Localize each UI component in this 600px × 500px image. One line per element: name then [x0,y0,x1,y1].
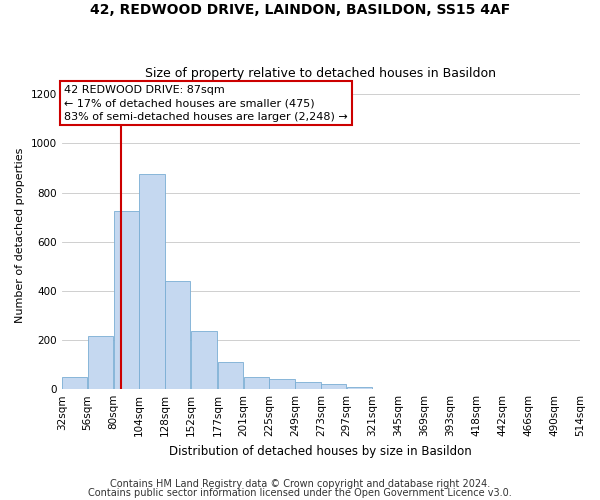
Bar [218,362,243,389]
Text: Contains HM Land Registry data © Crown copyright and database right 2024.: Contains HM Land Registry data © Crown c… [110,479,490,489]
Text: 42 REDWOOD DRIVE: 87sqm
← 17% of detached houses are smaller (475)
83% of semi-d: 42 REDWOOD DRIVE: 87sqm ← 17% of detache… [64,85,348,122]
Bar [165,281,190,389]
Bar [191,332,217,389]
Bar [139,174,164,389]
Bar [269,380,295,389]
Title: Size of property relative to detached houses in Basildon: Size of property relative to detached ho… [145,66,496,80]
Text: Contains public sector information licensed under the Open Government Licence v3: Contains public sector information licen… [88,488,512,498]
X-axis label: Distribution of detached houses by size in Basildon: Distribution of detached houses by size … [169,444,472,458]
Bar [113,211,139,389]
Bar [62,377,87,389]
Bar [244,377,269,389]
Bar [321,384,346,389]
Text: 42, REDWOOD DRIVE, LAINDON, BASILDON, SS15 4AF: 42, REDWOOD DRIVE, LAINDON, BASILDON, SS… [90,2,510,16]
Y-axis label: Number of detached properties: Number of detached properties [15,148,25,324]
Bar [88,336,113,389]
Bar [295,382,320,389]
Bar [347,386,372,389]
